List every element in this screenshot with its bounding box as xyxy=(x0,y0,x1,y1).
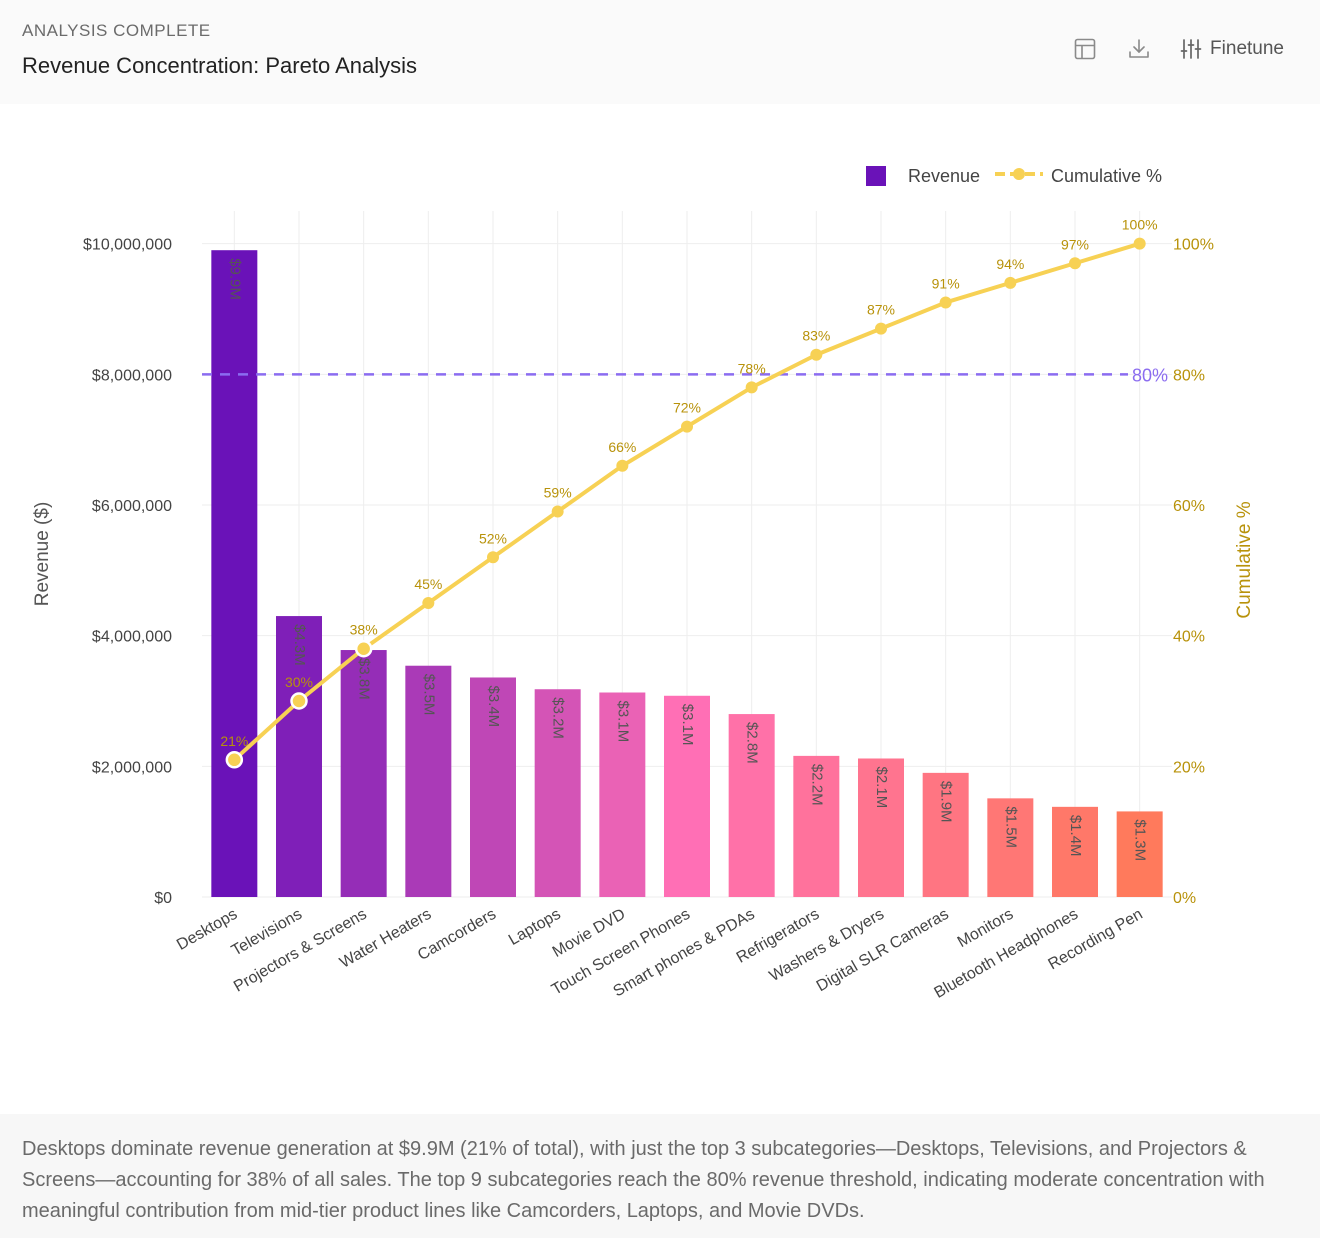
bar xyxy=(858,758,904,897)
bar xyxy=(922,772,969,897)
bar-data-label: $3.8M xyxy=(356,658,373,700)
legend-marker-cumulative xyxy=(1013,168,1025,180)
bar-data-label: $9.9M xyxy=(226,258,243,300)
cumulative-data-label: 78% xyxy=(738,360,766,376)
y2-tick-label: 100% xyxy=(1173,237,1214,254)
cumulative-data-label: 21% xyxy=(220,733,248,749)
bar-data-label: $3.1M xyxy=(614,701,631,743)
bar-data-label: $3.2M xyxy=(550,697,567,739)
legend-swatch-revenue xyxy=(866,166,886,186)
cumulative-point xyxy=(875,322,887,335)
legend-label-revenue: Revenue xyxy=(908,166,980,186)
cumulative-data-label: 72% xyxy=(673,400,701,416)
table-icon xyxy=(1074,38,1096,60)
summary-panel: Desktops dominate revenue generation at … xyxy=(0,1114,1320,1238)
bar xyxy=(276,616,322,897)
pareto-chart: $0 $2,000,000 $4,000,000 $6,000,000 $8,000,0… xyxy=(32,166,1255,1002)
cumulative-point xyxy=(939,296,952,309)
y-tick-label: $10,000,000 xyxy=(83,237,172,254)
y-tick-label: $2,000,000 xyxy=(92,759,172,776)
y-tick-label: $8,000,000 xyxy=(92,367,172,384)
finetune-label: Finetune xyxy=(1210,38,1284,59)
bar xyxy=(1116,811,1163,897)
bar xyxy=(534,689,581,897)
bar xyxy=(599,692,646,897)
y2-tick-label: 0% xyxy=(1173,890,1196,907)
bar-data-label: $4.3M xyxy=(291,624,308,666)
cumulative-point xyxy=(616,459,629,472)
cumulative-point xyxy=(487,551,499,564)
bar-data-label: $1.9M xyxy=(938,781,955,823)
cumulative-point xyxy=(551,505,564,518)
header: ANALYSIS COMPLETE Revenue Concentration:… xyxy=(0,0,1320,104)
legend-label-cumulative: Cumulative % xyxy=(1051,166,1162,186)
cumulative-data-label: 97% xyxy=(1061,236,1089,252)
toolbar: Finetune xyxy=(1046,34,1284,64)
y-axis-title: Revenue ($) xyxy=(32,502,53,607)
bar xyxy=(211,250,258,897)
y-tick-label: $6,000,000 xyxy=(92,498,172,515)
cumulative-point xyxy=(1133,237,1146,250)
y2-axis-title: Cumulative % xyxy=(1234,501,1255,618)
summary-text: Desktops dominate revenue generation at … xyxy=(22,1138,1265,1222)
y2-tick-label: 80% xyxy=(1173,367,1205,384)
cumulative-point xyxy=(1069,257,1081,270)
bar-data-label: $1.5M xyxy=(1002,806,1019,848)
bar-data-label: $1.4M xyxy=(1067,815,1084,857)
bar xyxy=(987,798,1034,897)
cumulative-point xyxy=(1004,276,1017,289)
cumulative-data-label: 38% xyxy=(350,622,378,638)
cumulative-point xyxy=(681,420,693,433)
bar xyxy=(664,695,710,897)
cumulative-point xyxy=(354,639,373,658)
table-view-button[interactable] xyxy=(1070,34,1100,64)
page-title: Revenue Concentration: Pareto Analysis xyxy=(22,53,418,78)
bar xyxy=(793,755,840,897)
cumulative-data-label: 45% xyxy=(414,576,442,592)
cumulative-data-label: 52% xyxy=(479,530,507,546)
bar xyxy=(340,650,387,897)
cumulative-point xyxy=(745,381,758,394)
cumulative-data-label: 87% xyxy=(867,302,895,318)
bar xyxy=(470,677,516,897)
download-icon xyxy=(1129,39,1149,58)
chart-area: $0 $2,000,000 $4,000,000 $6,000,000 $8,000,0… xyxy=(0,104,1320,1114)
y-tick-label: $4,000,000 xyxy=(92,629,172,646)
y2-tick-label: 40% xyxy=(1173,629,1205,646)
cumulative-point xyxy=(290,692,308,710)
y2-tick-label: 20% xyxy=(1173,759,1205,776)
cumulative-data-label: 94% xyxy=(996,256,1024,272)
y2-tick-label: 60% xyxy=(1173,498,1205,515)
bar-data-label: $2.1M xyxy=(873,766,890,808)
bar xyxy=(405,665,452,897)
bar-data-label: $2.8M xyxy=(744,722,761,764)
bar xyxy=(728,714,775,897)
cumulative-data-label: 66% xyxy=(608,439,636,455)
bar-data-label: $2.2M xyxy=(808,764,825,806)
sliders-icon xyxy=(1180,39,1202,59)
cumulative-point xyxy=(422,597,435,609)
y-tick-label: $0 xyxy=(154,890,172,907)
cumulative-data-label: 91% xyxy=(932,275,960,291)
bar-data-label: $3.1M xyxy=(679,704,696,746)
threshold-label: 80% xyxy=(1132,365,1168,385)
bar-data-label: $3.4M xyxy=(485,685,502,727)
cumulative-point xyxy=(810,348,823,361)
finetune-button[interactable]: Finetune xyxy=(1180,38,1284,60)
cumulative-data-label: 30% xyxy=(285,674,313,690)
cumulative-point xyxy=(225,751,244,769)
analysis-status: ANALYSIS COMPLETE xyxy=(22,21,211,40)
cumulative-data-label: 100% xyxy=(1122,217,1158,233)
cumulative-data-label: 59% xyxy=(544,485,572,501)
download-button[interactable] xyxy=(1124,34,1154,64)
bar xyxy=(1052,806,1098,897)
cumulative-data-label: 83% xyxy=(802,328,830,344)
bar-data-label: $1.3M xyxy=(1132,819,1149,861)
bar-data-label: $3.5M xyxy=(420,674,437,716)
